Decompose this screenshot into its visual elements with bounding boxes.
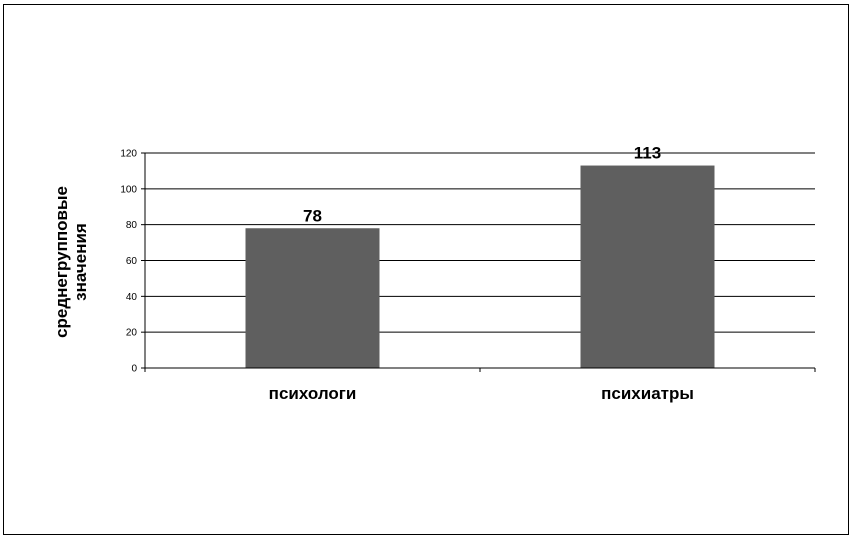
bar (580, 165, 715, 368)
y-tick-label: 0 (131, 364, 137, 375)
y-tick-label: 80 (126, 220, 138, 231)
y-tick-label: 40 (126, 292, 138, 303)
bar (245, 228, 380, 368)
y-tick-label: 60 (126, 256, 138, 267)
data-label: 113 (634, 144, 661, 163)
category-label: психологи (269, 384, 357, 403)
labels: 0 20 40 60 80 100 120 78 психологи 113 психиатры (120, 144, 694, 403)
y-axis-label-line-2: значения (71, 223, 90, 301)
y-tick-label: 100 (120, 184, 137, 195)
y-tick-label: 120 (120, 149, 137, 160)
y-tick-label: 20 (126, 328, 138, 339)
data-label: 78 (303, 206, 322, 225)
axes (141, 152, 816, 372)
category-label: психиатры (601, 384, 694, 403)
bars (245, 165, 715, 368)
y-axis-label-line-1: среднегрупповые (52, 186, 71, 338)
